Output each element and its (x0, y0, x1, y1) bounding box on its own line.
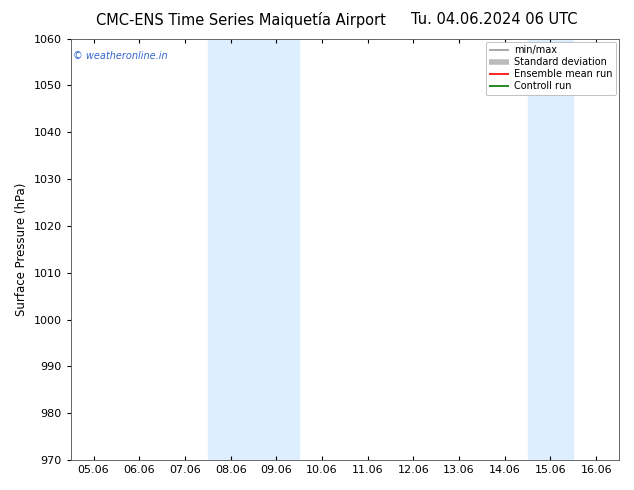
Legend: min/max, Standard deviation, Ensemble mean run, Controll run: min/max, Standard deviation, Ensemble me… (486, 42, 616, 95)
Bar (208, 39, 299, 460)
Text: CMC-ENS Time Series Maiquetía Airport: CMC-ENS Time Series Maiquetía Airport (96, 12, 386, 28)
Bar (527, 39, 573, 460)
Y-axis label: Surface Pressure (hPa): Surface Pressure (hPa) (15, 183, 28, 316)
Text: © weatheronline.in: © weatheronline.in (74, 51, 168, 61)
Text: Tu. 04.06.2024 06 UTC: Tu. 04.06.2024 06 UTC (411, 12, 578, 27)
